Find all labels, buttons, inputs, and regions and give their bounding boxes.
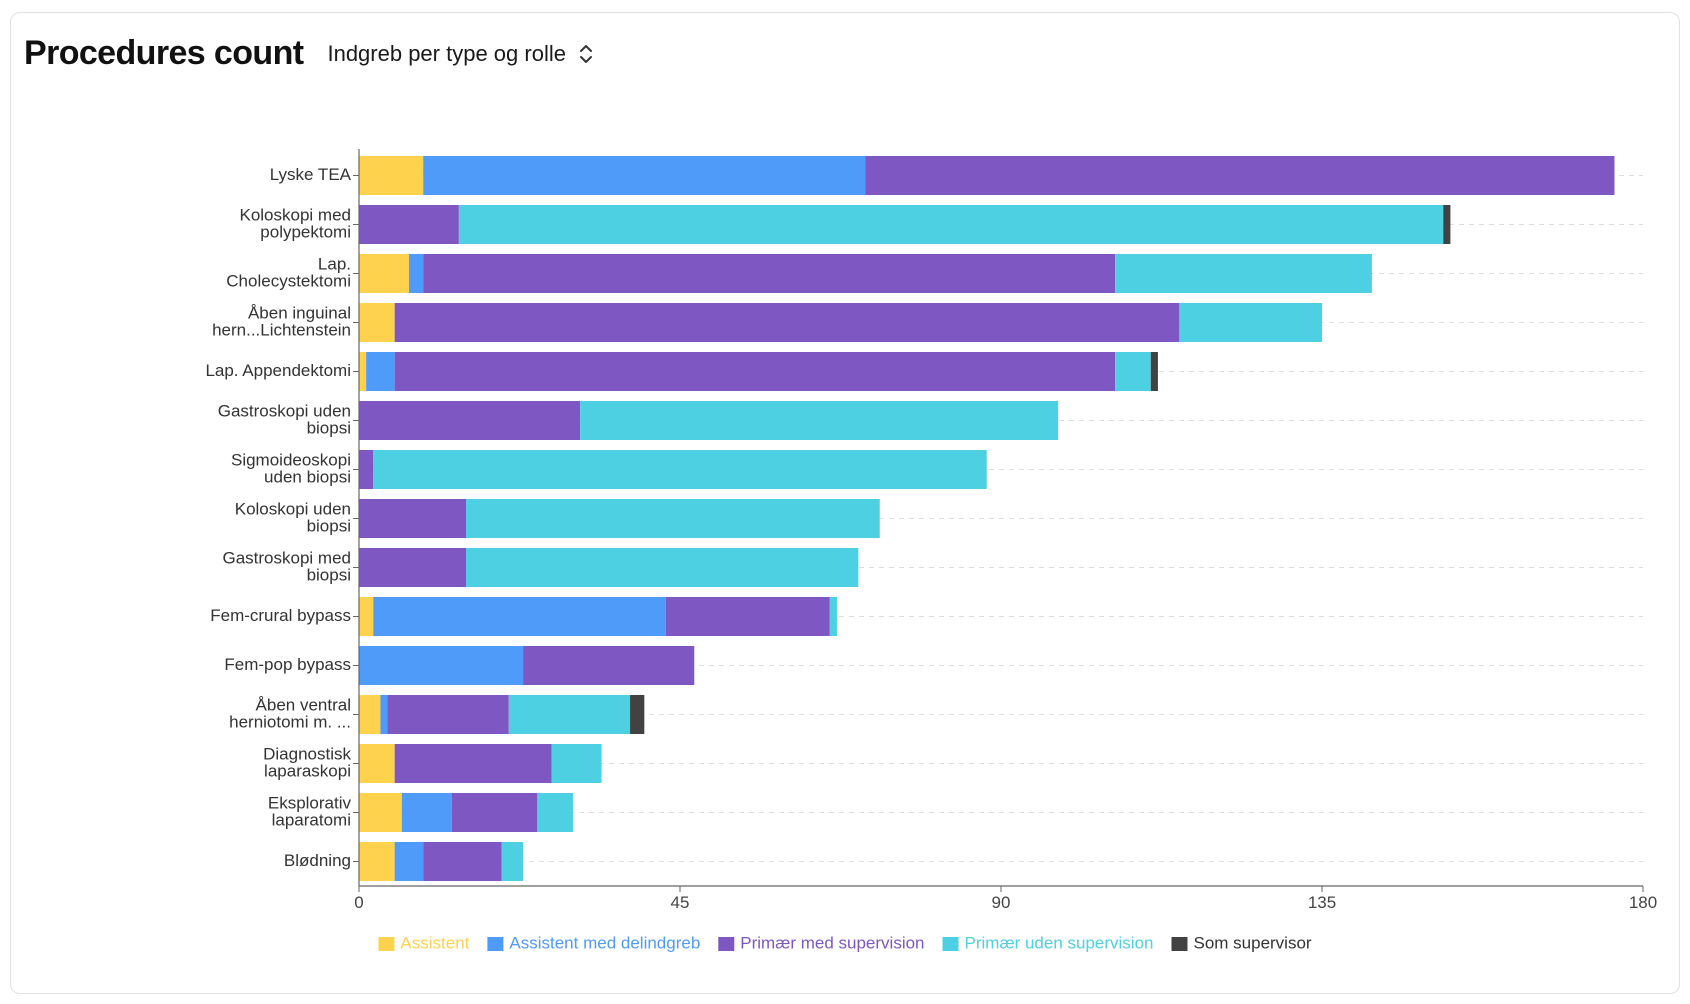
legend-swatch[interactable] [1171, 937, 1188, 951]
category-label: Diagnostisk [263, 744, 351, 763]
legend-label[interactable]: Primær uden supervision [965, 933, 1154, 952]
legend-swatch[interactable] [378, 937, 395, 951]
category-label: Koloskopi uden [235, 499, 351, 518]
category-label: hern...Lichtenstein [212, 320, 351, 339]
bar-segment[interactable]: Assistent med delindgreb: 41 [373, 597, 666, 636]
bar-segment[interactable]: Assistent: 5 [359, 303, 395, 342]
bar-segment[interactable]: Assistent: 5 [359, 842, 395, 881]
category-label: Sigmoideoskopi [231, 450, 351, 469]
bar-segment[interactable]: Assistent: 6 [359, 793, 402, 832]
bar-segment[interactable]: Primær med supervision: 105 [865, 156, 1615, 195]
bar-segment[interactable]: Primær med supervision: 101 [394, 352, 1116, 391]
bar-segment[interactable]: Assistent: 9 [359, 156, 424, 195]
bar-segment[interactable]: Primær uden supervision: 20 [1179, 303, 1322, 342]
bar-segment[interactable]: Assistent med delindgreb: 7 [401, 793, 452, 832]
bar-segment[interactable]: Primær uden supervision: 1 [829, 597, 837, 636]
bar-segment[interactable]: Som supervisor: 1 [1150, 352, 1158, 391]
bar-segment[interactable]: Assistent med delindgreb: 2 [408, 254, 424, 293]
bar-segment[interactable]: Primær uden supervision: 36 [1115, 254, 1372, 293]
bar-segment[interactable]: Som supervisor: 2 [630, 695, 645, 734]
category-label: Fem-crural bypass [210, 606, 351, 625]
bar-segment[interactable]: Primær med supervision: 24 [523, 646, 695, 685]
legend-label[interactable]: Primær med supervision [740, 933, 924, 952]
legend-label[interactable]: Som supervisor [1193, 933, 1311, 952]
category-label: herniotomi m. ... [229, 712, 351, 731]
bar-segment[interactable]: Primær med supervision: 22 [394, 744, 552, 783]
x-tick-label: 90 [992, 893, 1011, 912]
card-header: Procedures count Indgreb per type og rol… [24, 34, 594, 73]
bar-segment[interactable]: Primær uden supervision: 3 [501, 842, 524, 881]
category-label: biopsi [307, 565, 351, 584]
bar-segment[interactable]: Primær med supervision: 15 [359, 548, 466, 587]
bar-segment[interactable]: Som supervisor: 1 [1443, 205, 1451, 244]
bar-segment[interactable]: Assistent: 5 [359, 744, 395, 783]
category-label: Lap. [318, 254, 351, 273]
bar-segment[interactable]: Assistent med delindgreb: 62 [423, 156, 866, 195]
category-label: polypektomi [260, 222, 351, 241]
category-label: Gastroskopi uden [218, 401, 351, 420]
x-tick-label: 180 [1629, 893, 1657, 912]
category-label: Koloskopi med [239, 205, 351, 224]
bar-segment[interactable]: Assistent med delindgreb: 23 [359, 646, 524, 685]
chart-type-selector[interactable]: Indgreb per type og rolle [327, 41, 594, 67]
bar-segment[interactable]: Primær med supervision: 14 [359, 205, 459, 244]
bar-segment[interactable]: Primær med supervision: 23 [665, 597, 830, 636]
category-label: Cholecystektomi [226, 271, 351, 290]
category-label: biopsi [307, 516, 351, 535]
category-label: Lyske TEA [270, 165, 352, 184]
bar-segment[interactable]: Primær uden supervision: 5 [537, 793, 573, 832]
bar-segment[interactable]: Primær med supervision: 15 [359, 499, 466, 538]
bar-segment[interactable]: Assistent: 2 [359, 597, 374, 636]
category-label: Eksplorativ [268, 793, 352, 812]
bar-segment[interactable]: Primær med supervision: 12 [451, 793, 538, 832]
bar-segment[interactable]: Primær med supervision: 110 [394, 303, 1180, 342]
bar-segment[interactable]: Primær med supervision: 2 [359, 450, 374, 489]
legend-swatch[interactable] [942, 937, 959, 951]
category-label: laparaskopi [264, 761, 351, 780]
bar-segment[interactable]: Assistent: 7 [359, 254, 409, 293]
legend-label[interactable]: Assistent [400, 933, 469, 952]
bar-segment[interactable]: Assistent med delindgreb: 4 [366, 352, 395, 391]
bar-segment[interactable]: Primær med supervision: 31 [359, 401, 581, 440]
bar-segment[interactable]: Primær med supervision: 17 [387, 695, 509, 734]
bar-segment[interactable]: Primær med supervision: 11 [423, 842, 502, 881]
bar-segment[interactable]: Primær uden supervision: 7 [551, 744, 602, 783]
selector-label: Indgreb per type og rolle [327, 40, 566, 66]
legend-swatch[interactable] [487, 937, 504, 951]
category-label: uden biopsi [264, 467, 351, 486]
bar-segment[interactable]: Primær uden supervision: 67 [580, 401, 1059, 440]
legend-label[interactable]: Assistent med delindgreb [509, 933, 700, 952]
page-title: Procedures count [24, 34, 304, 72]
category-label: Åben ventral [256, 695, 351, 714]
bar-segment[interactable]: Assistent: 1 [359, 352, 367, 391]
bar-segment[interactable]: Primær uden supervision: 86 [373, 450, 987, 489]
bar-segment[interactable]: Primær uden supervision: 58 [466, 499, 880, 538]
bar-segment[interactable]: Primær uden supervision: 5 [1115, 352, 1151, 391]
category-label: Åben inguinal [248, 303, 351, 322]
category-label: Fem-pop bypass [224, 655, 351, 674]
bar-segment[interactable]: Primær med supervision: 97 [423, 254, 1116, 293]
bar-segment[interactable]: Primær uden supervision: 17 [508, 695, 631, 734]
x-tick-label: 45 [671, 893, 690, 912]
bar-segment[interactable]: Assistent: 3 [359, 695, 381, 734]
x-tick-label: 135 [1308, 893, 1336, 912]
category-label: Gastroskopi med [223, 548, 352, 567]
bar-segment[interactable]: Primær uden supervision: 55 [466, 548, 859, 587]
category-label: biopsi [307, 418, 351, 437]
bar-segment[interactable]: Assistent med delindgreb: 1 [380, 695, 388, 734]
bar-segment[interactable]: Primær uden supervision: 138 [458, 205, 1444, 244]
category-label: laparatomi [272, 810, 351, 829]
category-label: Blødning [284, 851, 351, 870]
legend-swatch[interactable] [718, 937, 735, 951]
chevron-up-down-icon [579, 44, 592, 63]
category-label: Lap. Appendektomi [205, 361, 351, 380]
x-tick-label: 0 [354, 893, 363, 912]
bar-segment[interactable]: Assistent med delindgreb: 4 [394, 842, 424, 881]
